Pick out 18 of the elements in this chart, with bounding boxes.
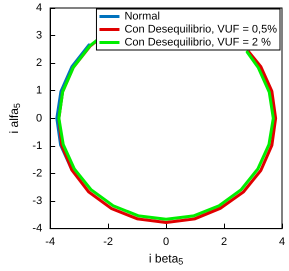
x-tick-label: -4	[45, 236, 56, 248]
y-tick-label: -4	[32, 222, 42, 235]
legend-label: Con Desequilibrio, VUF = 0,5%	[124, 24, 278, 36]
y-axis-title: i alfa5	[7, 103, 22, 134]
y-tick-label: 1	[36, 84, 42, 97]
y-tick-label: 2	[36, 57, 42, 70]
y-tick-label: 4	[36, 2, 42, 14]
y-tick-label: -3	[32, 195, 42, 208]
y-tick-label: 3	[36, 30, 42, 42]
y-tick-label: -1	[32, 140, 42, 152]
legend-label: Normal	[124, 10, 160, 22]
legend-label: Con Desequilibrio, VUF = 2 %	[124, 36, 272, 48]
y-tick-label: -2	[32, 167, 42, 180]
y-tick-label: 0	[36, 112, 42, 124]
x-tick-label: 2	[220, 236, 228, 248]
x-tick-label: -2	[103, 236, 114, 248]
x-tick-label: 0	[163, 236, 170, 248]
x-tick-label: 4	[278, 236, 286, 248]
